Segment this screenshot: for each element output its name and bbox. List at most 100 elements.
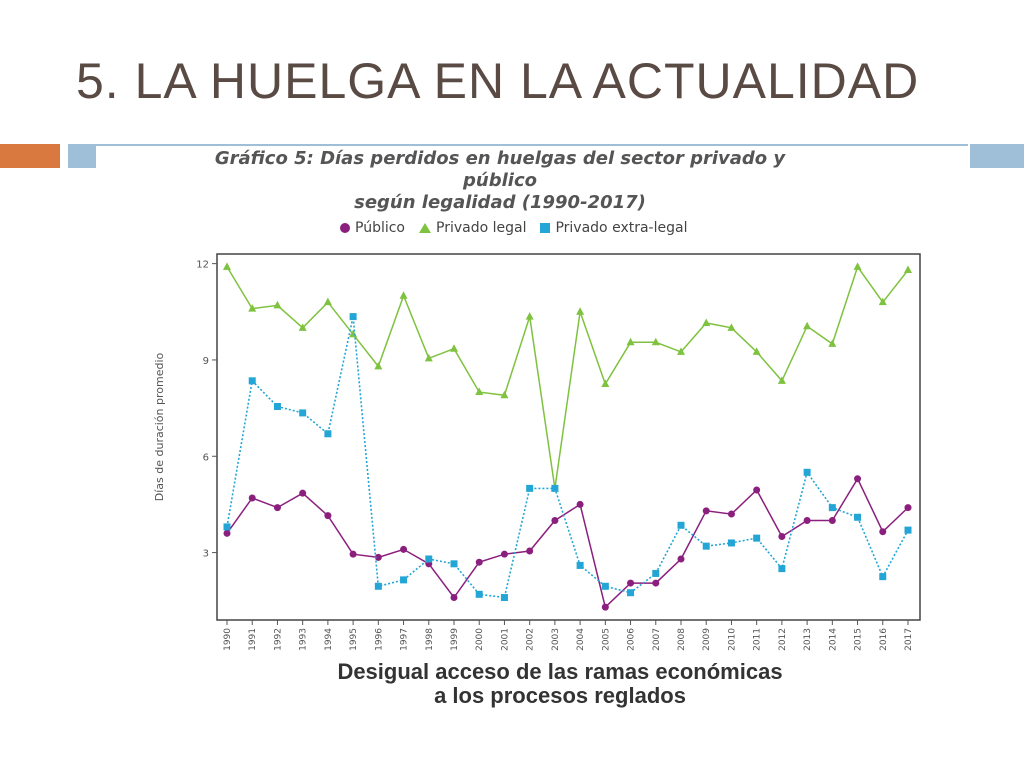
legend-marker-triangle-icon bbox=[419, 223, 431, 233]
x-tick-label: 2013 bbox=[803, 628, 813, 651]
data-point-1 bbox=[727, 323, 736, 331]
x-tick-label: 2008 bbox=[677, 628, 687, 651]
data-point-2 bbox=[551, 484, 559, 492]
data-point-1 bbox=[223, 262, 231, 270]
data-point-2 bbox=[753, 534, 761, 542]
accent-divider-line bbox=[96, 144, 968, 146]
y-tick-label: 3 bbox=[203, 549, 209, 560]
chart-caption: Desigual acceso de las ramas económicas … bbox=[280, 660, 840, 708]
data-point-1 bbox=[601, 379, 610, 388]
data-point-0 bbox=[500, 550, 508, 558]
data-point-0 bbox=[324, 512, 332, 520]
chart-caption-line-2: a los procesos reglados bbox=[434, 683, 686, 708]
data-point-0 bbox=[248, 494, 256, 502]
accent-bar-blue-right bbox=[970, 144, 1024, 168]
data-point-2 bbox=[425, 555, 433, 563]
legend-label: Privado legal bbox=[436, 220, 527, 236]
y-tick-label: 9 bbox=[203, 356, 209, 367]
x-tick-label: 2016 bbox=[879, 628, 889, 651]
data-point-1 bbox=[752, 347, 761, 355]
x-tick-label: 2007 bbox=[652, 628, 662, 651]
legend-item-privado-extra-legal: Privado extra-legal bbox=[540, 220, 687, 236]
chart-legend: Público Privado legal Privado extra-lega… bbox=[340, 218, 687, 238]
x-tick-label: 2017 bbox=[904, 628, 914, 651]
data-point-2 bbox=[324, 430, 332, 438]
x-tick-label: 2010 bbox=[727, 628, 737, 651]
x-tick-label: 1996 bbox=[374, 628, 384, 651]
data-point-1 bbox=[803, 321, 812, 330]
data-point-1 bbox=[500, 390, 509, 399]
chart-title: Gráfico 5: Días perdidos en huelgas del … bbox=[180, 148, 820, 214]
data-point-2 bbox=[727, 539, 735, 547]
data-point-1 bbox=[702, 318, 711, 327]
data-point-2 bbox=[854, 513, 862, 521]
data-point-2 bbox=[450, 560, 458, 568]
y-tick-label: 6 bbox=[203, 452, 209, 463]
series-line-2 bbox=[226, 316, 909, 599]
data-point-2 bbox=[299, 409, 307, 417]
data-point-2 bbox=[500, 594, 508, 602]
data-point-0 bbox=[879, 528, 887, 536]
x-tick-label: 1993 bbox=[299, 628, 309, 651]
x-tick-label: 2011 bbox=[753, 628, 763, 651]
data-point-1 bbox=[626, 337, 635, 346]
data-point-2 bbox=[828, 504, 836, 512]
data-point-1 bbox=[904, 265, 912, 274]
data-point-0 bbox=[349, 550, 357, 558]
x-tick-label: 1994 bbox=[324, 628, 334, 651]
data-point-2 bbox=[349, 313, 357, 321]
data-point-2 bbox=[778, 565, 786, 573]
data-point-0 bbox=[702, 507, 710, 515]
legend-label: Público bbox=[355, 220, 405, 236]
data-point-2 bbox=[223, 523, 231, 531]
data-point-0 bbox=[450, 594, 458, 602]
legend-marker-circle-icon bbox=[340, 223, 350, 233]
x-tick-label: 2003 bbox=[551, 628, 561, 651]
data-point-0 bbox=[400, 545, 408, 553]
x-tick-label: 2015 bbox=[854, 628, 864, 651]
data-point-1 bbox=[248, 304, 257, 312]
y-tick-label: 12 bbox=[196, 260, 209, 271]
plot-frame bbox=[216, 253, 921, 621]
series-line-0 bbox=[226, 477, 909, 609]
data-point-1 bbox=[298, 323, 307, 331]
accent-bar-blue-left bbox=[68, 144, 96, 168]
data-point-0 bbox=[677, 555, 685, 563]
data-point-1 bbox=[878, 297, 887, 306]
data-point-1 bbox=[424, 353, 433, 362]
data-point-1 bbox=[576, 307, 585, 315]
data-point-1 bbox=[651, 337, 660, 346]
data-point-2 bbox=[652, 569, 660, 577]
legend-item-privado-legal: Privado legal bbox=[419, 220, 526, 236]
data-point-0 bbox=[803, 516, 811, 524]
data-point-1 bbox=[475, 387, 484, 396]
legend-item-publico: Público bbox=[340, 220, 405, 236]
data-point-2 bbox=[475, 590, 483, 598]
data-point-2 bbox=[627, 589, 635, 597]
data-point-2 bbox=[904, 526, 912, 534]
chart-title-line-2: según legalidad (1990-2017) bbox=[354, 192, 646, 213]
data-point-2 bbox=[879, 573, 887, 581]
data-point-0 bbox=[854, 475, 862, 483]
data-point-1 bbox=[450, 344, 458, 352]
data-point-0 bbox=[904, 504, 912, 512]
data-point-0 bbox=[551, 516, 559, 524]
data-point-1 bbox=[525, 312, 534, 320]
data-point-2 bbox=[526, 484, 534, 492]
x-tick-label: 2009 bbox=[702, 628, 712, 651]
x-tick-label: 1999 bbox=[450, 628, 460, 651]
data-point-0 bbox=[601, 603, 609, 611]
data-point-2 bbox=[677, 521, 685, 529]
data-point-1 bbox=[374, 361, 383, 370]
data-point-1 bbox=[273, 300, 282, 309]
x-tick-label: 1991 bbox=[248, 628, 258, 651]
data-point-2 bbox=[374, 582, 382, 590]
data-point-1 bbox=[399, 291, 408, 299]
data-point-0 bbox=[526, 547, 534, 555]
data-point-2 bbox=[803, 468, 811, 476]
x-tick-label: 1997 bbox=[400, 628, 410, 651]
data-point-2 bbox=[273, 403, 281, 410]
x-tick-label: 2000 bbox=[475, 628, 485, 651]
data-point-0 bbox=[299, 489, 307, 497]
